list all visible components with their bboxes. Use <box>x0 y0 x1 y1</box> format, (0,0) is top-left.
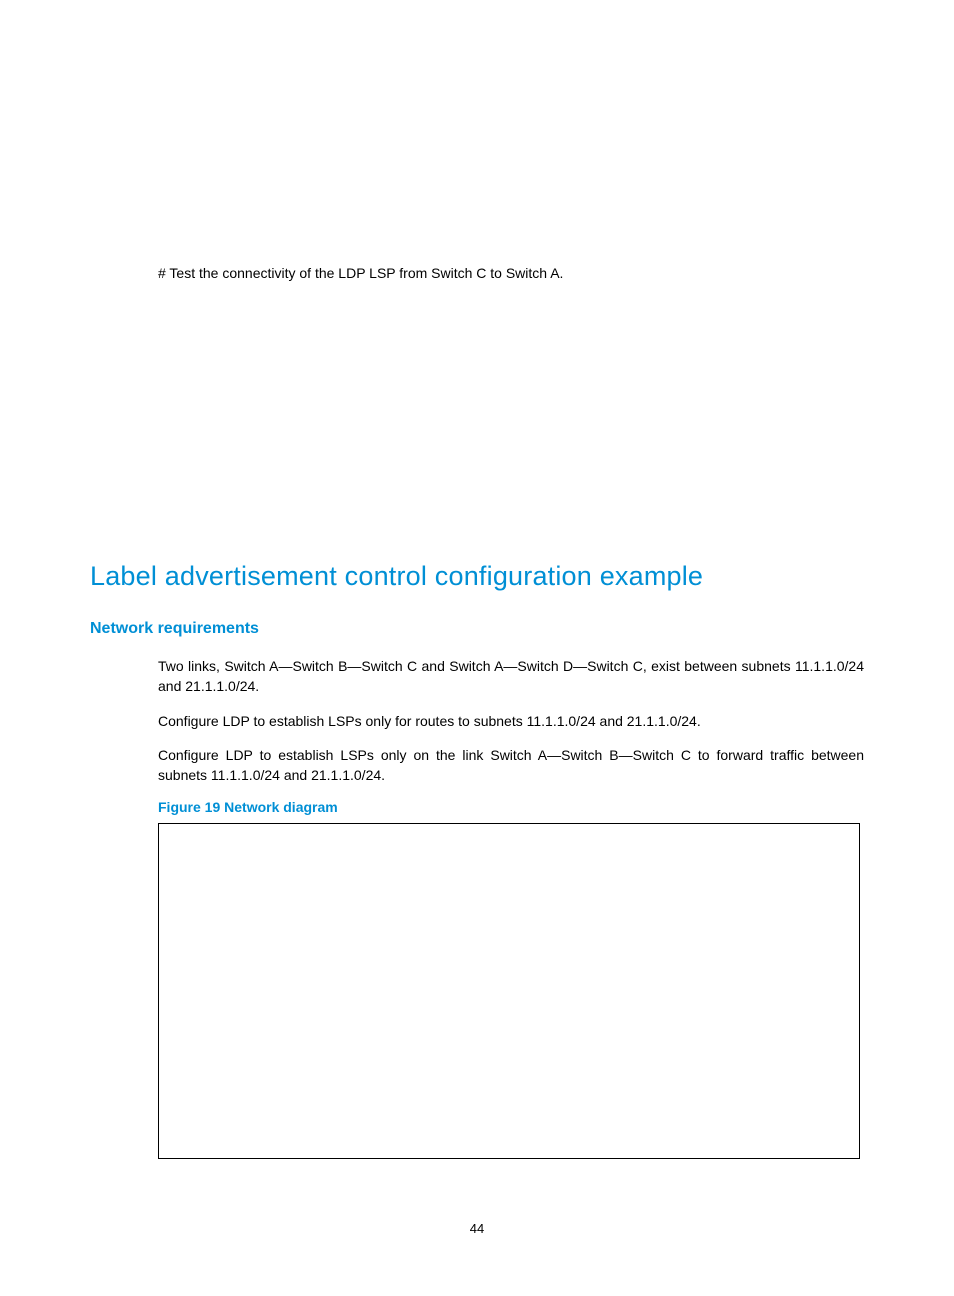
sub-heading: Network requirements <box>90 620 864 638</box>
page-content: # Test the connectivity of the LDP LSP f… <box>0 0 954 1159</box>
body-paragraph-2: Configure LDP to establish LSPs only for… <box>158 711 864 731</box>
main-heading: Label advertisement control configuratio… <box>90 561 864 592</box>
body-paragraph-3: Configure LDP to establish LSPs only on … <box>158 745 864 786</box>
body-paragraph-1: Two links, Switch A—Switch B—Switch C an… <box>158 656 864 697</box>
figure-placeholder <box>158 823 860 1159</box>
intro-paragraph: # Test the connectivity of the LDP LSP f… <box>158 265 864 281</box>
figure-caption: Figure 19 Network diagram <box>158 799 864 815</box>
page-number: 44 <box>470 1221 484 1236</box>
